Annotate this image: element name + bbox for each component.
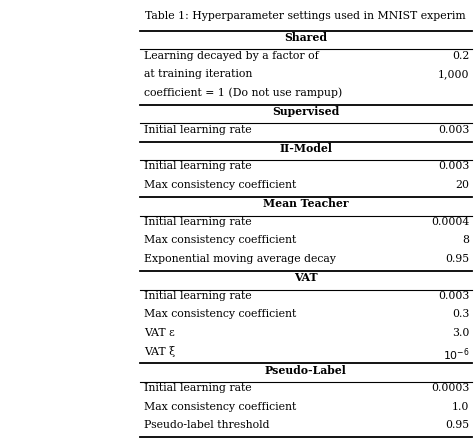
- Text: 0.95: 0.95: [445, 420, 469, 430]
- Text: II-Model: II-Model: [279, 143, 332, 154]
- Text: Initial learning rate: Initial learning rate: [144, 217, 251, 227]
- Text: Learning decayed by a factor of: Learning decayed by a factor of: [144, 51, 319, 61]
- Text: $10^{-6}$: $10^{-6}$: [443, 346, 469, 363]
- Text: 3.0: 3.0: [452, 328, 469, 338]
- Text: 0.95: 0.95: [445, 254, 469, 264]
- Text: Shared: Shared: [284, 32, 327, 43]
- Text: Max consistency coefficient: Max consistency coefficient: [144, 235, 296, 246]
- Text: Table 1: Hyperparameter settings used in MNIST experim: Table 1: Hyperparameter settings used in…: [146, 11, 466, 21]
- Text: 0.2: 0.2: [452, 51, 469, 61]
- Text: Mean Teacher: Mean Teacher: [263, 198, 348, 209]
- Text: coefficient = 1 (Do not use rampup): coefficient = 1 (Do not use rampup): [144, 88, 342, 98]
- Text: 0.003: 0.003: [438, 291, 469, 301]
- Text: Max consistency coefficient: Max consistency coefficient: [144, 180, 296, 190]
- Text: 8: 8: [462, 235, 469, 246]
- Text: VAT ξ: VAT ξ: [144, 346, 175, 357]
- Text: Pseudo-label threshold: Pseudo-label threshold: [144, 420, 269, 430]
- Text: 0.0003: 0.0003: [431, 383, 469, 393]
- Text: Max consistency coefficient: Max consistency coefficient: [144, 309, 296, 319]
- Text: Max consistency coefficient: Max consistency coefficient: [144, 402, 296, 412]
- Text: 1.0: 1.0: [452, 402, 469, 412]
- Text: 0.003: 0.003: [438, 125, 469, 135]
- Text: Initial learning rate: Initial learning rate: [144, 291, 251, 301]
- Text: Pseudo-Label: Pseudo-Label: [265, 365, 346, 376]
- Text: 0.3: 0.3: [452, 309, 469, 319]
- Text: VAT: VAT: [294, 272, 318, 283]
- Text: 0.0004: 0.0004: [431, 217, 469, 227]
- Text: Initial learning rate: Initial learning rate: [144, 125, 251, 135]
- Text: 0.003: 0.003: [438, 161, 469, 172]
- Text: Initial learning rate: Initial learning rate: [144, 383, 251, 393]
- Text: VAT ε: VAT ε: [144, 328, 174, 338]
- Text: 1,000: 1,000: [438, 69, 469, 79]
- Text: Supervised: Supervised: [272, 106, 339, 117]
- Text: Exponential moving average decay: Exponential moving average decay: [144, 254, 336, 264]
- Text: at training iteration: at training iteration: [144, 69, 252, 79]
- Text: Initial learning rate: Initial learning rate: [144, 161, 251, 172]
- Text: 20: 20: [455, 180, 469, 190]
